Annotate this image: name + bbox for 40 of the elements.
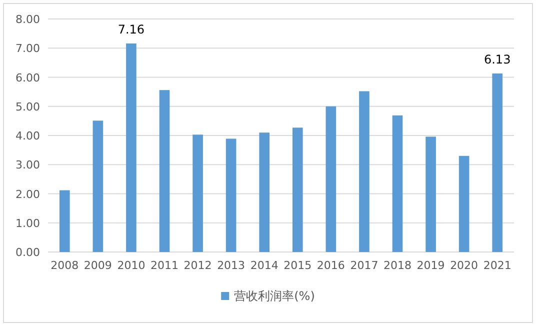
data-label: 7.16 (118, 22, 145, 36)
bar (426, 136, 436, 252)
bar (192, 134, 203, 252)
x-tick-label: 2014 (250, 259, 278, 272)
legend-label: 营收利润率(%) (234, 289, 315, 303)
y-tick-label: 0.00 (16, 246, 40, 259)
x-tick-label: 2017 (350, 259, 378, 272)
bar (59, 190, 70, 252)
y-tick-label: 4.00 (16, 130, 40, 142)
x-tick-label: 2010 (117, 259, 146, 272)
bar (126, 43, 136, 252)
y-tick-label: 8.00 (16, 13, 40, 26)
bar (359, 91, 370, 252)
y-tick-label: 3.00 (16, 158, 40, 172)
x-tick-label: 2021 (483, 259, 512, 272)
bar (92, 120, 104, 252)
x-tick-label: 2015 (284, 259, 312, 272)
data-label: 6.13 (484, 52, 511, 66)
x-tick-label: 2012 (184, 259, 212, 272)
y-tick-label: 5.00 (16, 100, 40, 114)
x-tick-label: 2016 (316, 259, 345, 272)
bar (159, 90, 170, 252)
y-tick-label: 6.00 (16, 71, 40, 84)
x-tick-label: 2009 (84, 259, 112, 272)
bar (458, 156, 470, 252)
x-tick-label: 2011 (150, 259, 178, 272)
x-tick-label: 2008 (50, 259, 79, 272)
bar (392, 115, 403, 252)
bar (292, 128, 303, 252)
y-tick-label: 1.00 (16, 216, 40, 230)
x-tick-label: 2018 (384, 259, 412, 272)
bar (492, 73, 503, 252)
x-tick-label: 2020 (450, 259, 478, 272)
x-tick-label: 2013 (217, 259, 246, 272)
y-tick-label: 7.00 (16, 42, 40, 56)
bar (326, 106, 336, 252)
y-tick-label: 2.00 (16, 188, 40, 201)
bar (226, 138, 236, 252)
x-tick-label: 2019 (416, 259, 445, 272)
bar (259, 132, 270, 252)
